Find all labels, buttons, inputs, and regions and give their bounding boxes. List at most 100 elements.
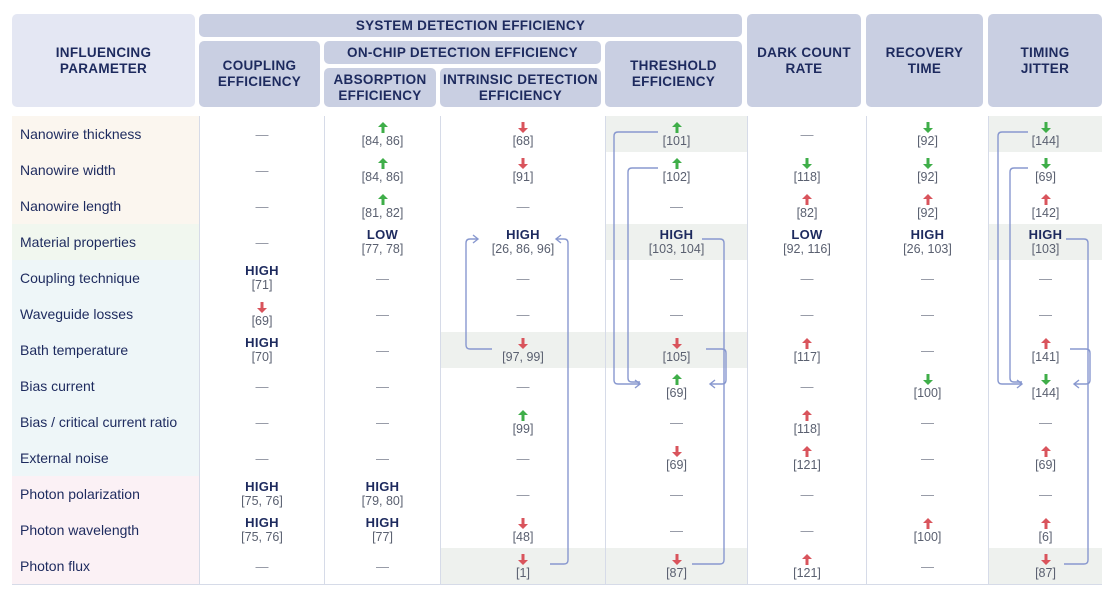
- row-label: Coupling technique: [20, 270, 140, 286]
- table-cell: —: [440, 476, 605, 512]
- header-threshold-efficiency: THRESHOLD EFFICIENCY: [605, 41, 742, 107]
- table-cell: —: [440, 368, 605, 404]
- reference-text: [117]: [793, 349, 821, 364]
- table-cell: —: [866, 332, 988, 368]
- reference-text: [118]: [793, 169, 821, 184]
- level-text: HIGH: [1028, 227, 1063, 242]
- level-text: HIGH: [910, 227, 945, 242]
- empty-dash: —: [921, 486, 934, 502]
- table-cell: [84, 86]: [324, 116, 440, 152]
- empty-dash: —: [376, 378, 389, 394]
- row-label: External noise: [20, 450, 109, 466]
- reference-text: [121]: [793, 457, 821, 472]
- empty-dash: —: [255, 234, 269, 250]
- empty-dash: —: [921, 558, 934, 574]
- empty-dash: —: [255, 126, 269, 142]
- header-system-detection-efficiency: SYSTEM DETECTION EFFICIENCY: [199, 14, 742, 37]
- header-dark-count-rate: DARK COUNT RATE: [747, 14, 861, 107]
- level-text: HIGH: [365, 515, 400, 530]
- table-cell: [48]: [440, 512, 605, 548]
- reference-text: [103, 104]: [648, 242, 705, 256]
- empty-dash: —: [921, 306, 934, 322]
- table-cell: —: [747, 116, 866, 152]
- table-cell: HIGH [79, 80]: [324, 476, 440, 512]
- arrow-down-icon: [922, 121, 933, 133]
- arrow-up-icon: [802, 445, 812, 457]
- row-label: Bath temperature: [20, 342, 129, 358]
- table-cell: —: [440, 440, 605, 476]
- empty-dash: —: [255, 378, 269, 394]
- table-cell: HIGH [71]: [199, 260, 324, 296]
- empty-dash: —: [800, 522, 814, 538]
- reference-text: [144]: [1031, 385, 1060, 400]
- arrow-up-icon: [802, 409, 812, 421]
- reference-text: [69]: [666, 457, 687, 472]
- table-cell: [121]: [747, 440, 866, 476]
- row-label: Bias / critical current ratio: [20, 414, 178, 430]
- table-cell: —: [605, 476, 747, 512]
- table-cell: HIGH [70]: [199, 332, 324, 368]
- empty-dash: —: [800, 378, 814, 394]
- empty-dash: —: [255, 198, 269, 214]
- level-text: LOW: [366, 227, 399, 242]
- arrow-down-icon: [1040, 121, 1051, 133]
- arrow-down-icon: [518, 121, 528, 133]
- row-label: Photon wavelength: [20, 522, 140, 538]
- table-cell: —: [324, 548, 440, 584]
- table-cell: [87]: [605, 548, 747, 584]
- empty-dash: —: [800, 270, 814, 286]
- arrow-down-icon: [671, 445, 682, 457]
- reference-text: [92]: [917, 169, 938, 184]
- table-cell: —: [324, 260, 440, 296]
- table-cell: [81, 82]: [324, 188, 440, 224]
- reference-text: [71]: [251, 278, 273, 292]
- reference-text: [144]: [1031, 133, 1060, 148]
- level-text: HIGH: [245, 479, 279, 494]
- reference-text: [121]: [793, 565, 821, 580]
- arrow-down-icon: [257, 301, 267, 313]
- reference-text: [105]: [662, 349, 691, 364]
- arrow-down-icon: [518, 337, 528, 349]
- table-cell: —: [199, 224, 324, 260]
- reference-text: [79, 80]: [361, 494, 404, 508]
- empty-dash: —: [376, 306, 389, 322]
- table-cell: HIGH [77]: [324, 512, 440, 548]
- reference-text: [100]: [913, 385, 942, 400]
- table-cell: [69]: [988, 152, 1102, 188]
- reference-text: [82]: [796, 205, 818, 220]
- table-cell: —: [747, 512, 866, 548]
- empty-dash: —: [670, 198, 683, 214]
- table-cell: HIGH [26, 86, 96]: [440, 224, 605, 260]
- table-cell: HIGH [103, 104]: [605, 224, 747, 260]
- arrow-up-icon: [377, 193, 388, 205]
- table-cell: —: [605, 188, 747, 224]
- reference-text: [70]: [251, 350, 273, 364]
- header-recovery-time: RECOVERY TIME: [866, 14, 983, 107]
- table-cell: [69]: [605, 368, 747, 404]
- row-label: Nanowire thickness: [20, 126, 142, 142]
- table-cell: —: [199, 116, 324, 152]
- arrow-up-icon: [1040, 337, 1051, 349]
- empty-dash: —: [800, 126, 814, 142]
- table-cell: [102]: [605, 152, 747, 188]
- empty-dash: —: [255, 414, 269, 430]
- reference-text: [48]: [512, 529, 534, 544]
- reference-text: [142]: [1031, 205, 1060, 220]
- table-cell: [68]: [440, 116, 605, 152]
- table-cell: [92]: [866, 152, 988, 188]
- table-cell: —: [866, 296, 988, 332]
- table-cell: [118]: [747, 404, 866, 440]
- empty-dash: —: [516, 270, 530, 286]
- header-intrinsic-detection-efficiency: INTRINSIC DETECTION EFFICIENCY: [440, 68, 601, 107]
- table-cell: LOW [92, 116]: [747, 224, 866, 260]
- empty-dash: —: [670, 270, 683, 286]
- reference-text: [84, 86]: [361, 133, 404, 148]
- table-cell: —: [440, 260, 605, 296]
- table-cell: —: [199, 404, 324, 440]
- empty-dash: —: [376, 342, 389, 358]
- arrow-up-icon: [1040, 517, 1051, 529]
- empty-dash: —: [800, 306, 814, 322]
- table-cell: [100]: [866, 368, 988, 404]
- arrow-down-icon: [802, 157, 812, 169]
- reference-text: [103]: [1031, 242, 1060, 256]
